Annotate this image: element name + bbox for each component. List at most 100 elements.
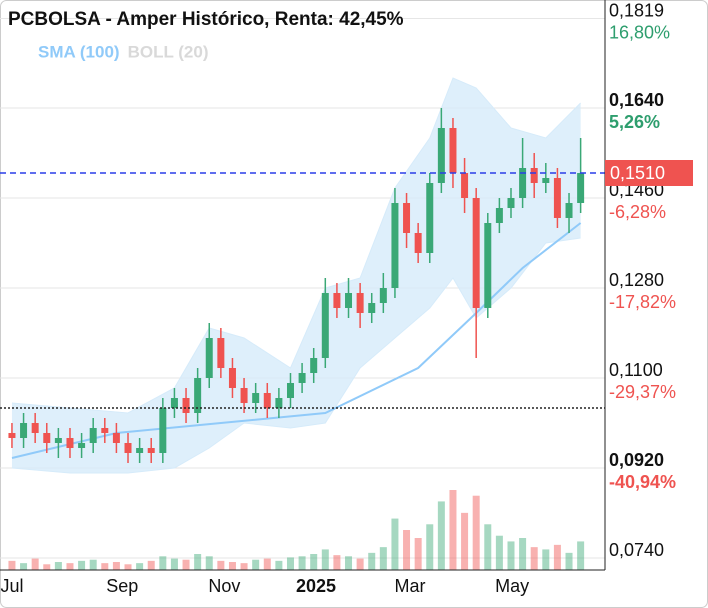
volume-bar xyxy=(228,562,236,570)
last-price-label: 0,1510 xyxy=(610,163,665,183)
candle-body xyxy=(124,443,132,453)
y-change-label: 16,80% xyxy=(609,22,670,42)
candle-body xyxy=(159,408,167,453)
candle-body xyxy=(217,338,225,368)
volume-bar xyxy=(530,547,538,570)
y-tick-label: 0,0920 xyxy=(609,450,664,470)
x-tick-label: May xyxy=(495,576,529,596)
volume-bar xyxy=(263,558,271,570)
candle-body xyxy=(205,338,213,378)
legend-entry: SMA (100) xyxy=(38,42,120,61)
x-tick-label: 2025 xyxy=(296,576,336,596)
candle-body xyxy=(194,378,202,413)
y-tick-label: 0,1280 xyxy=(609,270,664,290)
volume-bar xyxy=(298,556,306,570)
volume-bar xyxy=(286,557,294,570)
candle-body xyxy=(228,368,236,388)
volume-bar xyxy=(379,547,387,570)
volume-bar xyxy=(565,552,573,570)
candle-body xyxy=(112,433,120,443)
volume-bar xyxy=(495,535,503,570)
y-tick-label: 0,1819 xyxy=(609,0,664,20)
y-change-label: -40,94% xyxy=(609,472,676,492)
y-tick-label: 0,0740 xyxy=(609,540,664,560)
candle-body xyxy=(553,178,561,218)
volume-bar xyxy=(20,563,28,570)
candle-body xyxy=(356,293,364,313)
volume-bar xyxy=(356,558,364,570)
volume-bar xyxy=(472,495,480,570)
volume-bar xyxy=(484,524,492,570)
volume-bar xyxy=(240,563,248,570)
indicator-line xyxy=(11,237,581,474)
candle-body xyxy=(310,358,318,373)
volume-bar xyxy=(136,563,144,570)
volume-bar xyxy=(159,556,167,570)
indicator-line xyxy=(11,77,581,414)
candle-body xyxy=(182,398,190,413)
candle-body xyxy=(426,183,434,253)
volume-bar xyxy=(217,560,225,570)
candle-body xyxy=(414,233,422,253)
volume-bar xyxy=(89,559,97,570)
x-tick-label: Nov xyxy=(208,576,240,596)
y-change-label: -17,82% xyxy=(609,292,676,312)
plot xyxy=(0,18,605,570)
volume-bar xyxy=(54,562,62,570)
volume-bar xyxy=(426,524,434,570)
chart-title: PCBOLSA - Amper Histórico, Renta: 42,45% xyxy=(8,9,404,30)
volume-bar xyxy=(553,544,561,570)
volume-bar xyxy=(194,554,202,570)
volume-bar xyxy=(43,564,51,570)
volume-bar xyxy=(461,512,469,570)
volume-bar xyxy=(577,541,585,570)
volume-bar xyxy=(31,558,39,570)
candle-body xyxy=(78,443,86,448)
candle-body xyxy=(240,388,248,403)
volume-bar xyxy=(391,518,399,570)
volume-bar xyxy=(8,560,16,570)
candle-body xyxy=(379,288,387,303)
candle-body xyxy=(136,448,144,453)
y-tick-label: 0,1640 xyxy=(609,90,664,110)
volume-bar xyxy=(345,556,353,570)
candle-body xyxy=(437,128,445,183)
candle-body xyxy=(449,128,457,173)
candle-body xyxy=(495,208,503,223)
candle-body xyxy=(461,173,469,198)
candle-body xyxy=(298,373,306,383)
candle-body xyxy=(472,198,480,308)
last-price-box xyxy=(605,160,693,186)
volume-bar xyxy=(519,538,527,570)
x-tick-label: Jul xyxy=(0,576,23,596)
candle-body xyxy=(252,393,260,403)
volume-bar xyxy=(507,541,515,570)
candle-body xyxy=(8,433,16,438)
candle-body xyxy=(20,423,28,438)
indicator-line xyxy=(11,222,582,459)
volume-bar xyxy=(310,554,318,570)
candle-body xyxy=(577,173,585,203)
candle-body xyxy=(345,293,353,308)
volume-bar xyxy=(205,556,213,570)
candle-body xyxy=(333,293,341,308)
volume-bar xyxy=(170,558,178,570)
candle-body xyxy=(565,203,573,218)
volume-bar xyxy=(252,559,260,570)
volume-bar xyxy=(368,552,376,570)
volume-bar xyxy=(333,555,341,570)
candle-body xyxy=(101,428,109,433)
volume-bar xyxy=(78,560,86,570)
volume-bar xyxy=(124,564,132,570)
candle-body xyxy=(368,303,376,313)
x-tick-label: Mar xyxy=(395,576,426,596)
candle-body xyxy=(484,223,492,308)
volume-bar xyxy=(414,538,422,570)
candle-body xyxy=(391,203,399,288)
candle-body xyxy=(31,423,39,433)
x-tick-label: Sep xyxy=(106,576,138,596)
volume-bar xyxy=(275,560,283,570)
candle-body xyxy=(519,168,527,198)
candle-body xyxy=(43,433,51,443)
y-change-label: 5,26% xyxy=(609,112,660,132)
